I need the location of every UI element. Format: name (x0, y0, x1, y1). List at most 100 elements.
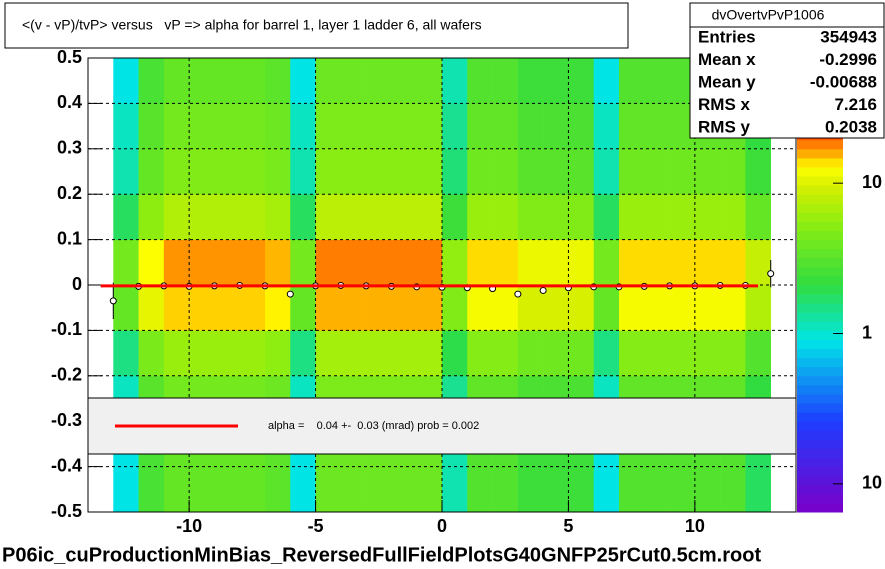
x-tick-label: 5 (563, 516, 573, 536)
x-tick-label: 10 (685, 516, 705, 536)
heat-cell (644, 148, 670, 195)
heat-cell (265, 194, 291, 240)
heat-cell (290, 330, 316, 377)
heat-cell (492, 330, 519, 377)
footer: P06ic_cuProductionMinBias_ReversedFullFi… (2, 544, 761, 566)
heat-cell (163, 285, 190, 331)
heat-cell (593, 330, 620, 377)
heat-cell (543, 466, 569, 513)
y-tick-label: -0.5 (51, 501, 82, 521)
heat-cell (214, 58, 241, 104)
palette-band (797, 348, 843, 359)
heat-cell (517, 285, 544, 331)
heat-cell (416, 148, 443, 195)
palette-band (797, 384, 843, 395)
palette-band (797, 475, 843, 486)
heat-cell (113, 330, 139, 377)
heat-cell (163, 148, 190, 195)
heat-cell (619, 285, 645, 331)
heat-cell (492, 103, 519, 150)
palette-band (797, 266, 843, 277)
heat-cell (113, 239, 139, 286)
heat-cell (467, 466, 493, 513)
heat-cell (442, 194, 468, 240)
palette-band (797, 275, 843, 286)
heat-cell (416, 239, 443, 286)
heat-cell (644, 103, 670, 150)
heat-cell (340, 194, 367, 240)
y-tick-label: -0.2 (51, 365, 82, 385)
profile-point (286, 290, 294, 298)
palette-band (797, 194, 843, 204)
heat-cell (366, 285, 392, 331)
heat-cell (239, 148, 266, 195)
heat-cell (492, 194, 519, 240)
heat-cell (694, 466, 721, 513)
heat-cell (366, 466, 392, 513)
stats-label: RMS y (698, 117, 751, 136)
heat-cell (391, 58, 418, 104)
heat-cell (442, 58, 468, 104)
heat-cell (113, 194, 139, 240)
heat-cell (138, 103, 165, 150)
palette-band (797, 248, 843, 259)
heat-cell (568, 285, 595, 331)
heat-cell (669, 285, 696, 331)
heat-cell (214, 194, 241, 240)
heat-cell (543, 58, 569, 104)
palette-band (797, 330, 843, 340)
heat-cell (543, 330, 569, 377)
heat-cell (290, 285, 316, 331)
heat-cell (391, 194, 418, 240)
palette-band (797, 157, 843, 168)
heat-cell (214, 330, 241, 377)
heat-cell (138, 58, 165, 104)
heat-cell (315, 58, 342, 104)
heat-cell (138, 194, 165, 240)
heat-cell (340, 239, 367, 286)
palette-band (797, 139, 843, 150)
heat-cell (720, 466, 746, 513)
palette-band (797, 448, 843, 459)
heat-cell (265, 466, 291, 513)
palette-band (797, 493, 843, 504)
heat-cell (113, 285, 139, 331)
heat-cell (265, 239, 291, 286)
z-tick-label: 10 (862, 172, 882, 192)
heat-cell (416, 58, 443, 104)
heat-cell (593, 58, 620, 104)
heat-cell (492, 466, 519, 513)
heat-cell (593, 148, 620, 195)
heat-cell (315, 239, 342, 286)
heat-cell (694, 194, 721, 240)
heat-cell (138, 285, 165, 331)
heat-cell (669, 194, 696, 240)
heat-cell (720, 148, 746, 195)
heat-cell (619, 239, 645, 286)
heat-cell (416, 194, 443, 240)
palette-band (797, 148, 843, 159)
palette-band (797, 203, 843, 213)
heat-cell (694, 285, 721, 331)
palette-band (797, 439, 843, 449)
heat-cell (467, 103, 493, 150)
palette-band (797, 303, 843, 313)
stats-value: -0.00688 (810, 72, 877, 91)
y-tick-label: -0.3 (51, 410, 82, 430)
palette-band (797, 285, 843, 295)
heat-cell (619, 58, 645, 104)
heat-cell (265, 330, 291, 377)
heat-cell (391, 466, 418, 513)
heat-cell (492, 285, 519, 331)
heat-cell (214, 239, 241, 286)
palette-band (797, 212, 843, 222)
heat-cell (644, 285, 670, 331)
heat-cell (593, 103, 620, 150)
heat-cell (543, 194, 569, 240)
stats-label: Mean y (698, 72, 756, 91)
y-tick-label: 0.2 (57, 183, 82, 203)
heat-cell (290, 103, 316, 150)
heat-cell (290, 148, 316, 195)
heat-cell (239, 330, 266, 377)
palette-band (797, 185, 843, 195)
